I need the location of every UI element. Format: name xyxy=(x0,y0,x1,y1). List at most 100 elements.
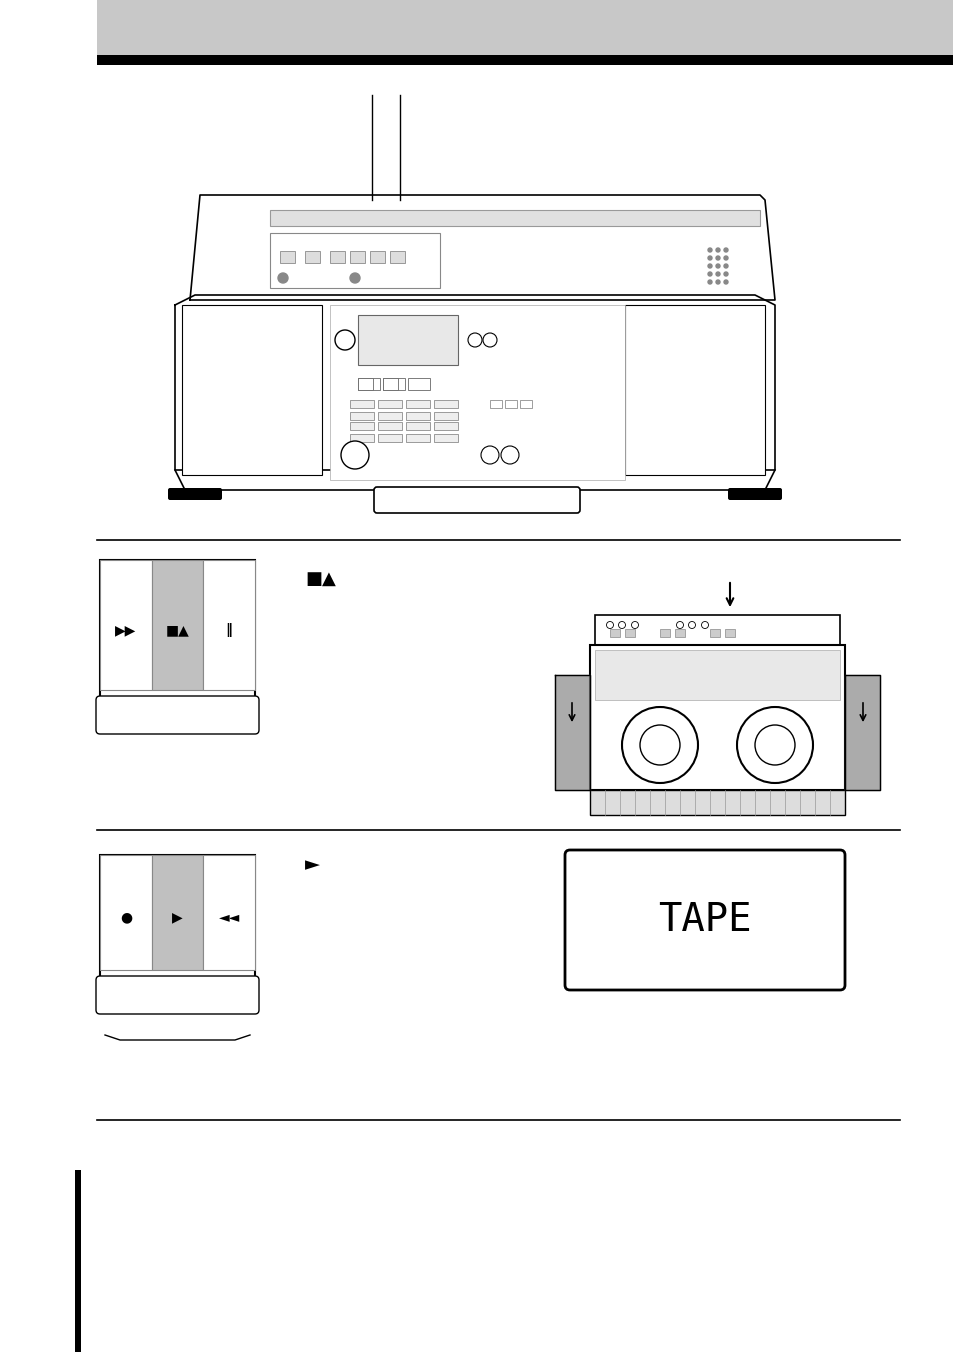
Bar xyxy=(406,434,430,442)
Circle shape xyxy=(707,247,711,251)
Circle shape xyxy=(688,622,695,629)
Bar xyxy=(406,400,430,408)
Bar xyxy=(330,251,345,264)
Circle shape xyxy=(621,707,698,783)
Bar xyxy=(408,379,430,389)
Circle shape xyxy=(754,725,794,765)
Circle shape xyxy=(631,622,638,629)
FancyBboxPatch shape xyxy=(96,696,258,734)
Bar xyxy=(357,379,373,389)
FancyBboxPatch shape xyxy=(564,850,844,990)
Circle shape xyxy=(468,333,481,347)
Bar xyxy=(377,400,401,408)
Bar xyxy=(100,854,254,980)
Polygon shape xyxy=(844,675,879,790)
Bar xyxy=(152,854,203,969)
Bar xyxy=(270,210,760,226)
Circle shape xyxy=(606,622,613,629)
Bar xyxy=(377,434,401,442)
Bar xyxy=(280,251,294,264)
Circle shape xyxy=(340,441,369,469)
Circle shape xyxy=(676,622,682,629)
Circle shape xyxy=(482,333,497,347)
Bar xyxy=(589,790,844,815)
Circle shape xyxy=(723,247,727,251)
Circle shape xyxy=(723,280,727,284)
Text: ■▲: ■▲ xyxy=(166,623,190,637)
Circle shape xyxy=(737,707,812,783)
Circle shape xyxy=(618,622,625,629)
Bar xyxy=(624,306,764,475)
Bar xyxy=(504,400,517,408)
Bar xyxy=(434,434,457,442)
Polygon shape xyxy=(555,675,589,790)
Polygon shape xyxy=(174,295,774,470)
Bar xyxy=(490,400,501,408)
Bar xyxy=(434,412,457,420)
Bar xyxy=(305,251,319,264)
Bar xyxy=(350,412,374,420)
Bar xyxy=(406,412,430,420)
Circle shape xyxy=(716,272,720,276)
Bar xyxy=(97,0,953,55)
Bar xyxy=(382,379,405,389)
Bar xyxy=(330,306,624,480)
Bar xyxy=(100,854,152,969)
Bar xyxy=(609,629,619,637)
Circle shape xyxy=(723,272,727,276)
Bar xyxy=(100,560,254,700)
Circle shape xyxy=(500,446,518,464)
Text: ‖: ‖ xyxy=(226,623,233,637)
Bar xyxy=(595,650,840,700)
Bar xyxy=(434,422,457,430)
Bar xyxy=(270,233,439,288)
Bar xyxy=(357,315,457,365)
Circle shape xyxy=(707,280,711,284)
Circle shape xyxy=(350,273,359,283)
Bar xyxy=(97,55,953,65)
Circle shape xyxy=(723,264,727,268)
Bar xyxy=(100,560,152,690)
Bar xyxy=(377,412,401,420)
Bar xyxy=(357,379,379,389)
Bar xyxy=(390,251,405,264)
Bar xyxy=(203,854,254,969)
Text: ▶▶: ▶▶ xyxy=(115,623,136,637)
Circle shape xyxy=(480,446,498,464)
Text: ■▲: ■▲ xyxy=(305,571,335,589)
Bar xyxy=(589,645,844,790)
Bar xyxy=(182,306,322,475)
Bar xyxy=(203,560,254,690)
Text: ◄◄: ◄◄ xyxy=(218,910,239,925)
FancyBboxPatch shape xyxy=(374,487,579,512)
Circle shape xyxy=(716,264,720,268)
Circle shape xyxy=(716,256,720,260)
Text: ●: ● xyxy=(120,910,132,925)
Bar xyxy=(709,629,720,637)
Text: TAPE: TAPE xyxy=(658,900,751,940)
Bar xyxy=(377,422,401,430)
Bar xyxy=(75,1169,81,1352)
Polygon shape xyxy=(190,195,774,300)
Bar xyxy=(624,629,635,637)
Bar xyxy=(519,400,532,408)
Circle shape xyxy=(700,622,708,629)
Text: ▶: ▶ xyxy=(172,910,183,925)
Bar xyxy=(406,422,430,430)
Circle shape xyxy=(639,725,679,765)
Circle shape xyxy=(707,264,711,268)
Circle shape xyxy=(716,247,720,251)
Bar xyxy=(350,422,374,430)
Bar xyxy=(724,629,734,637)
Bar xyxy=(350,400,374,408)
Circle shape xyxy=(707,272,711,276)
Circle shape xyxy=(716,280,720,284)
Bar xyxy=(675,629,684,637)
Bar xyxy=(434,400,457,408)
Bar xyxy=(370,251,385,264)
Bar xyxy=(659,629,669,637)
Circle shape xyxy=(335,330,355,350)
Bar xyxy=(382,379,397,389)
Bar xyxy=(350,434,374,442)
Circle shape xyxy=(707,256,711,260)
